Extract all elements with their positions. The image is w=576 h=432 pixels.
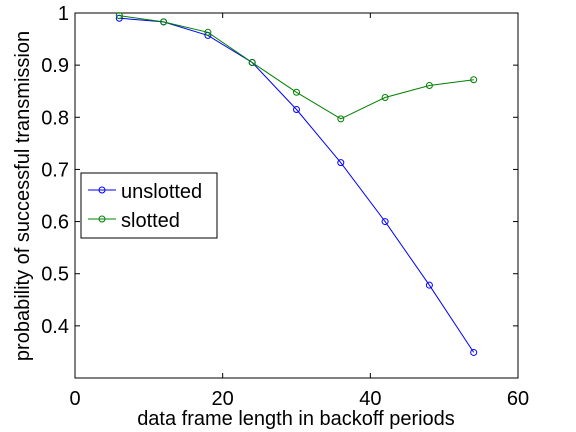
data-point-slotted [381, 93, 389, 101]
data-point-slotted [160, 18, 168, 26]
y-tick-label: 0.7 [41, 159, 69, 181]
y-axis: 0.4 0.5 0.6 0.7 0.8 0.9 1 [41, 3, 518, 338]
y-tick-label: 0.9 [41, 55, 69, 77]
data-point-unslotted [337, 159, 345, 167]
data-point-unslotted [115, 14, 123, 22]
y-axis-label: probability of successful transmission [12, 31, 34, 361]
data-point-unslotted [425, 281, 433, 289]
data-point-unslotted [381, 218, 389, 226]
legend-marker-unslotted [98, 186, 106, 194]
data-point-unslotted [293, 105, 300, 113]
x-tick-label: 0 [69, 388, 80, 410]
data-point-slotted [470, 76, 478, 84]
data-point-slotted [204, 28, 212, 36]
x-axis-label: data frame length in backoff periods [137, 408, 455, 430]
data-point-slotted [425, 81, 433, 89]
series-line-slotted [119, 15, 474, 120]
series-line-unslotted [119, 17, 475, 353]
y-tick-label: 0.5 [41, 264, 69, 286]
x-tick-label: 40 [359, 388, 381, 410]
x-axis: 0 20 40 60 [69, 13, 529, 410]
legend-label-unslotted: unslotted [121, 181, 202, 203]
legend-box [80, 172, 218, 239]
data-point-slotted [248, 59, 256, 67]
legend-marker-slotted [98, 215, 106, 223]
legend-label-slotted: slotted [121, 210, 180, 232]
legend: unslotted slotted [80, 172, 218, 239]
y-tick-label: 1 [58, 3, 69, 25]
x-tick-label: 60 [507, 388, 529, 410]
y-tick-label: 0.6 [41, 212, 69, 234]
x-tick-label: 20 [212, 388, 234, 410]
data-point-slotted [293, 88, 300, 96]
data-point-slotted [337, 115, 345, 123]
data-point-unslotted [470, 348, 478, 356]
series-layer [115, 12, 478, 356]
data-point-slotted [115, 12, 123, 20]
y-tick-label: 0.8 [41, 107, 69, 129]
y-tick-label: 0.4 [41, 316, 69, 338]
